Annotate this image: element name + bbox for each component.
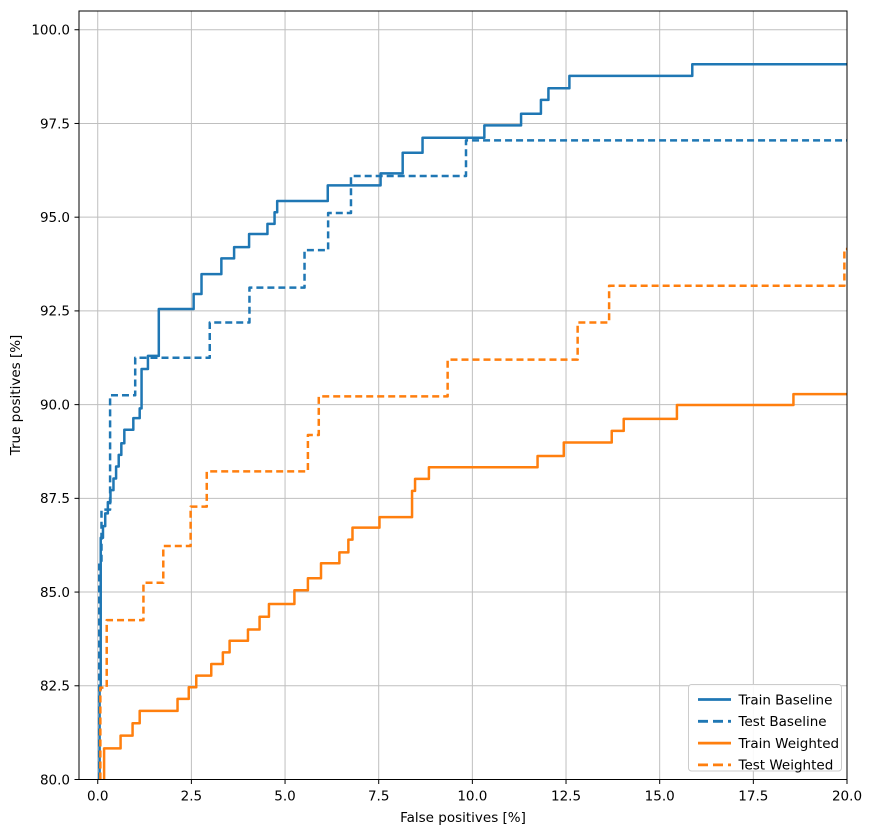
y-tick-label-100.0: 100.0 — [31, 23, 70, 39]
legend: Train Baseline Test Baseline Train Weighte… — [688, 684, 842, 774]
series-train-weighted — [102, 392, 847, 780]
x-tick-label-2.5: 2.5 — [181, 789, 202, 805]
y-tick-label-82.5: 82.5 — [40, 679, 70, 695]
y-tick-label-80.0: 80.0 — [40, 772, 70, 788]
y-axis-title: True positives [%] — [8, 335, 24, 457]
tick-layer: 0.0 2.5 5.0 7.5 10.0 12.5 15.0 17.5 20.0 80.0 82.5… — [31, 23, 862, 805]
series-layer — [97, 62, 847, 780]
x-tick-label-5.0: 5.0 — [274, 789, 295, 805]
x-tick-label-17.5: 17.5 — [738, 789, 768, 805]
plot-border — [78, 10, 848, 780]
y-tick-label-95.0: 95.0 — [40, 210, 70, 226]
legend-label-test-baseline: Test Baseline — [738, 714, 827, 730]
legend-label-test-weighted: Test Weighted — [738, 758, 834, 774]
y-tick-label-85.0: 85.0 — [40, 585, 70, 601]
x-tick-label-10.0: 10.0 — [457, 789, 487, 805]
y-tick-label-87.5: 87.5 — [40, 491, 70, 507]
x-tick-label-15.0: 15.0 — [645, 789, 675, 805]
y-tick-label-97.5: 97.5 — [40, 116, 70, 132]
grid-layer — [79, 11, 848, 780]
series-test-weighted — [99, 247, 847, 780]
legend-label-train-weighted: Train Weighted — [738, 736, 840, 752]
x-tick-label-20.0: 20.0 — [832, 789, 862, 805]
legend-label-train-baseline: Train Baseline — [738, 692, 833, 708]
x-tick-label-7.5: 7.5 — [368, 789, 389, 805]
x-tick-label-12.5: 12.5 — [551, 789, 581, 805]
legend-box — [688, 684, 842, 772]
x-tick-label-0.0: 0.0 — [87, 789, 108, 805]
y-tick-label-92.5: 92.5 — [40, 304, 70, 320]
series-train-baseline — [98, 62, 847, 780]
series-test-baseline — [97, 139, 847, 780]
x-axis-title: False positives [%] — [400, 810, 526, 826]
y-tick-label-90.0: 90.0 — [40, 397, 70, 413]
